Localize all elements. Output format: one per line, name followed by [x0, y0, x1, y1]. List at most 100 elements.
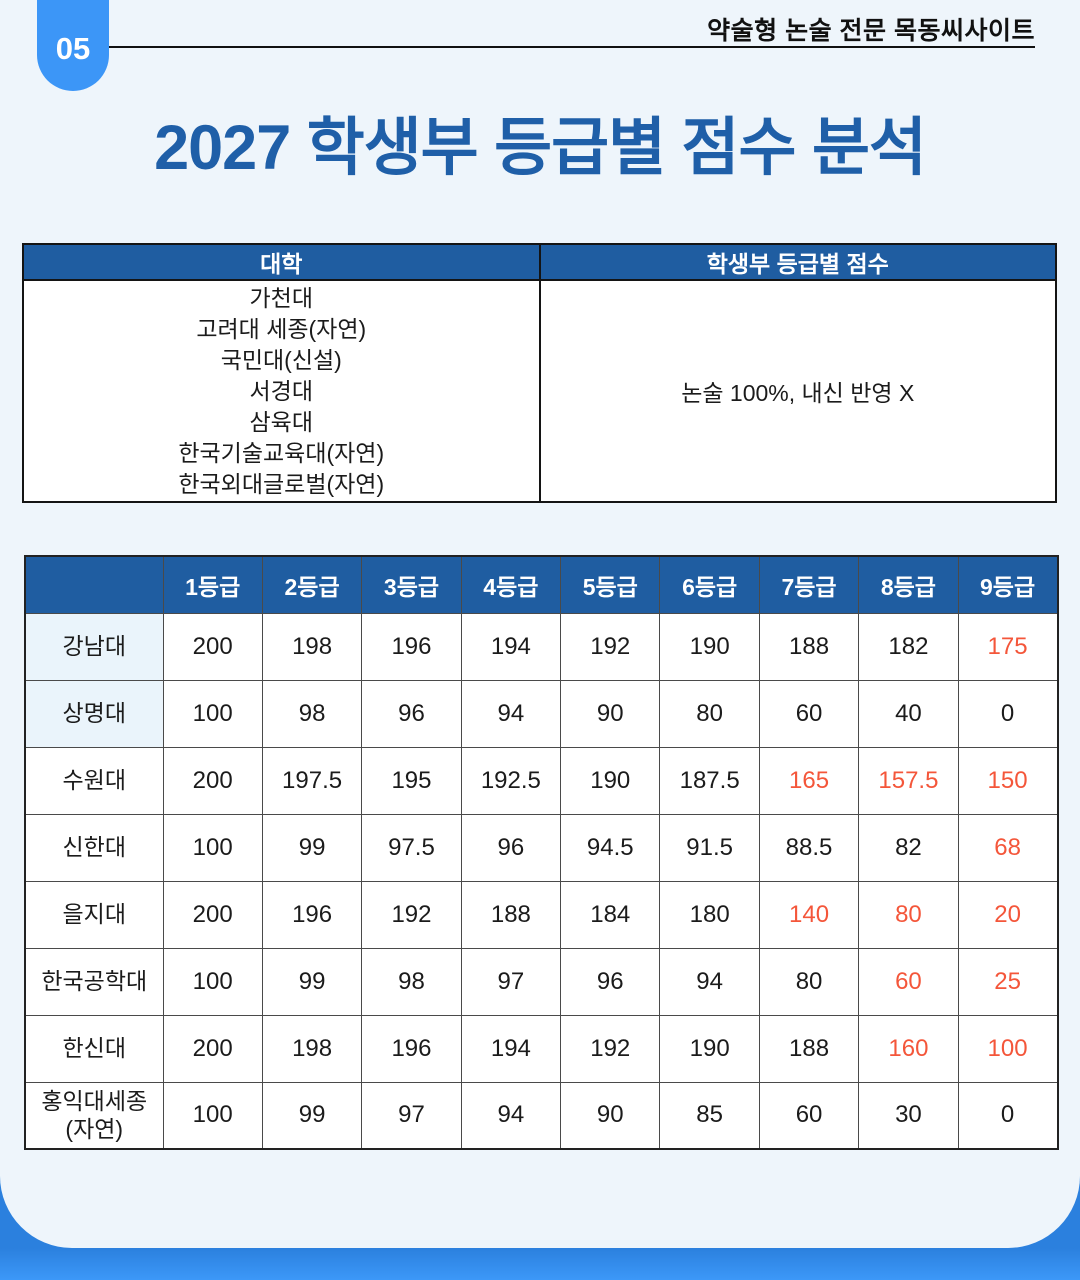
score-value-cell: 198	[261, 612, 363, 681]
header-divider	[109, 46, 1035, 48]
score-value-cell: 196	[361, 1014, 462, 1083]
score-value-cell: 100	[162, 679, 263, 748]
score-value-cell: 197.5	[261, 746, 363, 815]
score-value-cell: 96	[560, 947, 661, 1016]
university-list-item: 한국외대글로벌(자연)	[178, 470, 385, 497]
university-name-cell: 신한대	[24, 813, 164, 882]
university-name-cell: 한신대	[24, 1014, 164, 1083]
score-value-cell: 190	[659, 612, 760, 681]
score-value-cell: 192	[361, 880, 462, 949]
score-value-cell: 160	[858, 1014, 959, 1083]
grade-header-cell: 4등급	[460, 555, 562, 614]
score-value-cell: 85	[659, 1081, 760, 1150]
university-list-item: 가천대	[249, 284, 313, 311]
university-list-item: 국민대(신설)	[220, 346, 342, 373]
info-table-body-row: 가천대 고려대 세종(자연) 국민대(신설) 서경대 삼육대 한국기술교육대(자연) 한국외…	[22, 279, 1057, 503]
page-number-badge: 05	[37, 0, 109, 91]
table-row: 홍익대세종 (자연) 100 99 97 94 90 85 60 30 0	[24, 1081, 1059, 1150]
score-value-cell: 188	[460, 880, 562, 949]
table-row: 강남대 200 198 196 194 192 190 188 182 175	[24, 612, 1059, 681]
score-value-cell: 200	[162, 880, 263, 949]
score-value-cell: 182	[858, 612, 959, 681]
score-value-cell: 196	[261, 880, 363, 949]
score-value-cell: 180	[659, 880, 760, 949]
score-value-cell: 96	[460, 813, 562, 882]
grade-header-cell: 9등급	[957, 555, 1059, 614]
brand-text: 약술형 논술 전문 목동씨사이트	[707, 17, 1035, 45]
university-list: 가천대 고려대 세종(자연) 국민대(신설) 서경대 삼육대 한국기술교육대(자연) 한국외…	[24, 283, 539, 500]
score-value-cell: 192.5	[460, 746, 562, 815]
score-value-cell: 96	[361, 679, 462, 748]
score-value-cell: 60	[858, 947, 959, 1016]
score-value-cell: 188	[758, 612, 860, 681]
score-value-cell: 80	[758, 947, 860, 1016]
university-list-cell: 가천대 고려대 세종(자연) 국민대(신설) 서경대 삼육대 한국기술교육대(자연) 한국외…	[22, 279, 541, 503]
table-row: 한신대 200 198 196 194 192 190 188 160 100	[24, 1014, 1059, 1083]
score-value-cell: 97	[361, 1081, 462, 1150]
score-value-cell: 94	[659, 947, 760, 1016]
grade-header-cell: 7등급	[758, 555, 860, 614]
table-row: 수원대 200 197.5 195 192.5 190 187.5 165 157.5 150	[24, 746, 1059, 815]
score-value-cell: 60	[758, 679, 860, 748]
grade-header-cell: 3등급	[361, 555, 462, 614]
score-value-cell: 30	[858, 1081, 959, 1150]
score-value-cell: 0	[957, 679, 1059, 748]
info-table-header-row: 대학 학생부 등급별 점수	[22, 243, 1057, 281]
score-value-cell: 100	[957, 1014, 1059, 1083]
grade-header-cell: 1등급	[162, 555, 263, 614]
score-value-cell: 100	[162, 1081, 263, 1150]
university-name-cell: 을지대	[24, 880, 164, 949]
score-value-cell: 192	[560, 1014, 661, 1083]
score-value-cell: 175	[957, 612, 1059, 681]
score-value-cell: 190	[560, 746, 661, 815]
score-value-cell: 99	[261, 947, 363, 1016]
score-value-cell: 195	[361, 746, 462, 815]
university-list-item: 한국기술교육대(자연)	[178, 439, 385, 466]
corner-cell	[24, 555, 164, 614]
score-value-cell: 165	[758, 746, 860, 815]
score-value-cell: 0	[957, 1081, 1059, 1150]
score-value-cell: 82	[858, 813, 959, 882]
score-value-cell: 40	[858, 679, 959, 748]
admission-info-table: 대학 학생부 등급별 점수 가천대 고려대 세종(자연) 국민대(신설) 서경대 삼육대…	[22, 243, 1057, 503]
table-row: 상명대 100 98 96 94 90 80 60 40 0	[24, 679, 1059, 748]
grade-header-cell: 2등급	[261, 555, 363, 614]
university-list-item: 고려대 세종(자연)	[196, 315, 367, 342]
content-panel: 05 약술형 논술 전문 목동씨사이트 2027 학생부 등급별 점수 분석 대…	[0, 0, 1080, 1248]
score-value-cell: 184	[560, 880, 661, 949]
score-value-cell: 140	[758, 880, 860, 949]
score-value-cell: 91.5	[659, 813, 760, 882]
score-value-cell: 97	[460, 947, 562, 1016]
info-header-score: 학생부 등급별 점수	[538, 243, 1057, 281]
score-value-cell: 188	[758, 1014, 860, 1083]
score-value-cell: 80	[659, 679, 760, 748]
grade-header-cell: 5등급	[560, 555, 661, 614]
score-value-cell: 190	[659, 1014, 760, 1083]
score-value-cell: 98	[361, 947, 462, 1016]
score-value-cell: 88.5	[758, 813, 860, 882]
score-value-cell: 194	[460, 1014, 562, 1083]
score-value-cell: 100	[162, 813, 263, 882]
grade-header-cell: 8등급	[858, 555, 959, 614]
grade-score-table: 1등급 2등급 3등급 4등급 5등급 6등급 7등급 8등급 9등급 강남대 200 198 196…	[24, 555, 1059, 1150]
table-row: 신한대 100 99 97.5 96 94.5 91.5 88.5 82 68	[24, 813, 1059, 882]
grade-header-row: 1등급 2등급 3등급 4등급 5등급 6등급 7등급 8등급 9등급	[24, 555, 1059, 614]
score-value-cell: 100	[162, 947, 263, 1016]
page-number-label: 05	[55, 30, 91, 66]
score-value-cell: 90	[560, 1081, 661, 1150]
score-value-cell: 20	[957, 880, 1059, 949]
page-title: 2027 학생부 등급별 점수 분석	[154, 113, 927, 183]
score-value-cell: 200	[162, 1014, 263, 1083]
score-value-cell: 60	[758, 1081, 860, 1150]
score-value-cell: 157.5	[858, 746, 959, 815]
score-value-cell: 99	[261, 813, 363, 882]
score-value-cell: 200	[162, 746, 263, 815]
score-value-cell: 25	[957, 947, 1059, 1016]
score-value-cell: 198	[261, 1014, 363, 1083]
score-value-cell: 90	[560, 679, 661, 748]
grade-header-cell: 6등급	[659, 555, 760, 614]
score-value-cell: 200	[162, 612, 263, 681]
score-value-cell: 196	[361, 612, 462, 681]
score-value-cell: 187.5	[659, 746, 760, 815]
score-value-cell: 192	[560, 612, 661, 681]
